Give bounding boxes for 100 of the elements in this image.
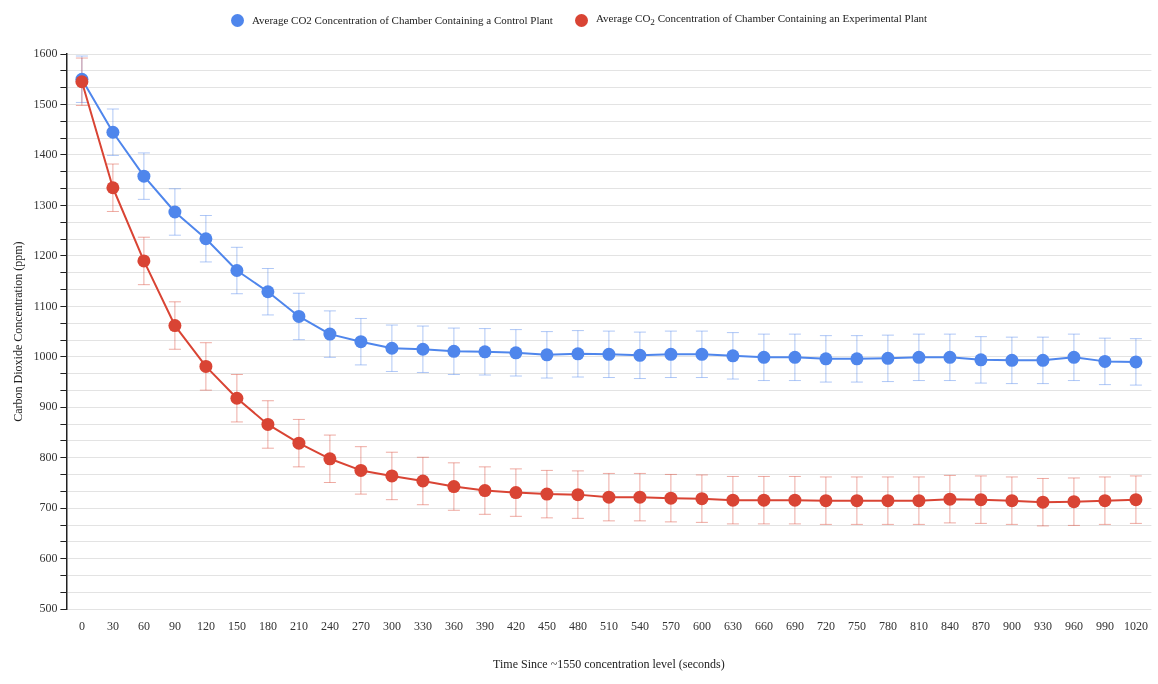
point — [1129, 493, 1143, 507]
point — [137, 169, 151, 183]
y-tick-label: 500 — [39, 601, 58, 616]
point — [571, 488, 585, 502]
point — [354, 335, 368, 349]
point — [571, 347, 585, 361]
point — [478, 484, 492, 498]
point — [943, 492, 957, 506]
x-tick-label: 780 — [878, 618, 897, 633]
point — [788, 493, 802, 507]
point — [416, 474, 430, 488]
x-tick-label: 360 — [444, 618, 463, 633]
point — [354, 463, 368, 477]
point — [1067, 495, 1081, 509]
point — [1129, 355, 1143, 369]
point — [633, 490, 647, 504]
y-axis-title: Carbon Dioxide Concentration (ppm) — [11, 241, 26, 422]
point — [757, 493, 771, 507]
point — [788, 350, 802, 364]
point — [540, 487, 554, 501]
point — [881, 351, 895, 365]
point — [943, 350, 957, 364]
point — [664, 347, 678, 361]
y-tick-label: 1100 — [33, 298, 58, 313]
x-tick-label: 900 — [1002, 618, 1021, 633]
x-tick-label: 570 — [661, 618, 680, 633]
point — [1098, 354, 1112, 368]
y-tick-label: 1500 — [33, 96, 58, 111]
x-tick-label: 510 — [599, 618, 618, 633]
point — [974, 493, 988, 507]
point — [1036, 353, 1050, 367]
x-tick-label: 180 — [258, 618, 277, 633]
y-tick-label: 700 — [39, 500, 58, 515]
x-tick-label: 810 — [909, 618, 928, 633]
point — [447, 344, 461, 358]
x-tick-label: 630 — [723, 618, 742, 633]
point — [819, 352, 833, 366]
x-tick-label: 120 — [196, 618, 215, 633]
point — [416, 342, 430, 356]
point — [1005, 353, 1019, 367]
y-tick-label: 800 — [39, 449, 58, 464]
point — [292, 436, 306, 450]
point — [664, 491, 678, 505]
x-tick-label: 330 — [413, 618, 432, 633]
point — [168, 205, 182, 219]
point — [1067, 350, 1081, 364]
point — [1005, 494, 1019, 508]
y-tick-label: 1400 — [33, 147, 58, 162]
x-tick-label: 660 — [754, 618, 773, 633]
point — [199, 359, 213, 373]
point — [447, 480, 461, 494]
point — [912, 350, 926, 364]
point — [168, 319, 182, 333]
point — [695, 492, 709, 506]
point — [974, 353, 988, 367]
x-tick-label: 600 — [692, 618, 711, 633]
point — [912, 494, 926, 508]
x-tick-label: 150 — [227, 618, 246, 633]
point — [230, 264, 244, 278]
point — [323, 452, 337, 466]
point — [292, 309, 306, 323]
point — [199, 232, 213, 246]
x-tick-label: 30 — [106, 618, 119, 633]
point — [137, 254, 151, 268]
x-tick-label: 990 — [1095, 618, 1114, 633]
point — [478, 345, 492, 359]
x-tick-label: 960 — [1064, 618, 1083, 633]
x-tick-label: 60 — [137, 618, 150, 633]
x-tick-label: 840 — [940, 618, 959, 633]
point — [726, 493, 740, 507]
y-tick-label: 1200 — [33, 248, 58, 263]
point — [695, 347, 709, 361]
point — [602, 347, 616, 361]
x-tick-label: 690 — [785, 618, 804, 633]
x-tick-label: 450 — [537, 618, 556, 633]
y-tick-label: 1600 — [33, 46, 58, 61]
point — [881, 494, 895, 508]
point — [1036, 495, 1050, 509]
point — [509, 346, 523, 360]
point — [1098, 494, 1112, 508]
x-tick-label: 240 — [320, 618, 339, 633]
point — [385, 341, 399, 355]
point — [509, 486, 523, 500]
point — [633, 348, 647, 362]
point — [230, 391, 244, 405]
point — [726, 349, 740, 363]
point — [323, 327, 337, 341]
point — [850, 352, 864, 366]
y-tick-label: 600 — [39, 550, 58, 565]
x-tick-label: 270 — [351, 618, 370, 633]
x-tick-label: 750 — [847, 618, 866, 633]
point — [106, 125, 120, 139]
point — [850, 494, 864, 508]
legend-label: Average CO$_{2}$ Concentration of Chamber Containing an Experimental Plant — [595, 12, 928, 28]
x-tick-label: 420 — [506, 618, 525, 633]
x-tick-label: 540 — [630, 618, 649, 633]
y-tick-label: 1000 — [33, 348, 58, 363]
x-tick-label: 90 — [168, 618, 181, 633]
point — [757, 350, 771, 364]
x-tick-label: 720 — [816, 618, 835, 633]
